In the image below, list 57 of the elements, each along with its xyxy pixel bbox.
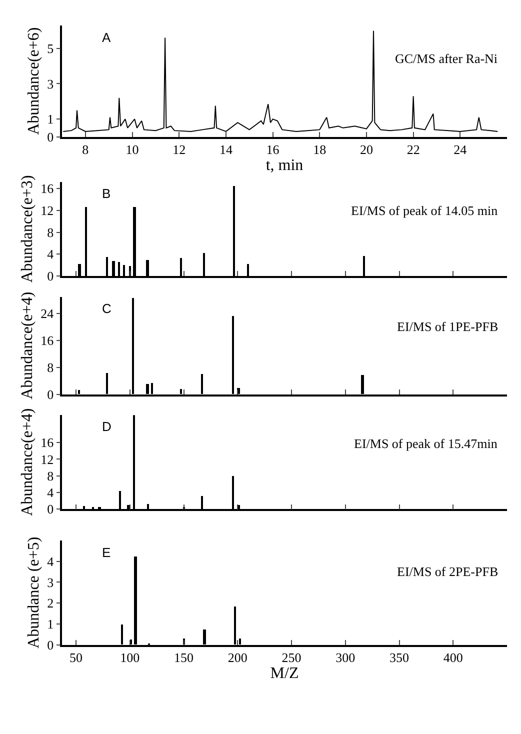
y-tick-label: 8 — [47, 468, 54, 484]
y-tick-label: 0 — [47, 637, 54, 652]
annotation: EI/MS of 1PE-PFB — [397, 319, 498, 334]
y-tick-label: 3 — [47, 574, 54, 590]
chart-title: E — [102, 545, 111, 560]
x-tick-label: 10 — [126, 142, 139, 158]
y-tick-label: 12 — [40, 202, 54, 218]
x-axis-title: t, min — [266, 157, 304, 174]
y-tick-label: 24 — [40, 306, 54, 322]
x-tick-label: 14 — [219, 142, 233, 158]
y-tick-label: 1 — [47, 112, 54, 127]
x-tick-label: 200 — [228, 650, 248, 666]
x-axis-title: M/Z — [270, 665, 299, 682]
x-tick-label: 22 — [406, 142, 420, 158]
chart-title: B — [102, 186, 111, 201]
x-tick-label: 16 — [266, 142, 280, 158]
x-tick-label: 18 — [313, 142, 326, 158]
y-tick-label: 2 — [47, 596, 54, 611]
x-tick-label: 12 — [172, 142, 186, 158]
chart-title: C — [102, 301, 112, 316]
y-tick-label: 3 — [47, 76, 54, 92]
annotation: EI/MS of peak of 14.05 min — [351, 203, 498, 218]
y-tick-label: 0 — [47, 386, 54, 402]
x-tick-label: 400 — [443, 650, 463, 666]
y-tick-label: 16 — [40, 435, 54, 450]
y-tick-label: 0 — [47, 129, 54, 144]
y-tick-label: 16 — [40, 333, 54, 348]
chart-title: D — [102, 419, 112, 434]
x-tick-label: 300 — [336, 650, 356, 666]
y-tick-label: 8 — [47, 224, 54, 240]
y-axis-title: Abundance (e+5) — [26, 536, 43, 648]
y-tick-label: 0 — [47, 502, 54, 517]
y-axis-title: Abundance(e+6) — [26, 27, 43, 135]
y-tick-label: 4 — [47, 485, 54, 500]
y-axis-title: Abundance(e+4) — [19, 408, 36, 516]
annotation: GC/MS after Ra-Ni — [395, 51, 498, 66]
y-tick-label: 1 — [47, 616, 54, 632]
annotation: EI/MS of peak of 15.47min — [354, 436, 498, 451]
y-tick-label: 16 — [40, 181, 54, 196]
x-tick-label: 20 — [360, 142, 373, 158]
x-tick-label: 100 — [120, 650, 140, 666]
x-tick-label: 150 — [174, 650, 194, 666]
y-axis-title: Abundance(e+4) — [19, 292, 36, 400]
y-tick-label: 4 — [47, 246, 54, 262]
x-tick-label: 250 — [282, 650, 302, 666]
y-tick-label: 12 — [40, 452, 54, 467]
chart-title: A — [102, 30, 111, 45]
x-tick-label: 50 — [70, 650, 83, 666]
y-tick-label: 0 — [47, 268, 54, 284]
x-tick-label: 350 — [390, 650, 409, 666]
y-axis-title: Abundance(e+3) — [19, 175, 36, 283]
y-tick-label: 5 — [47, 40, 54, 56]
y-tick-label: 4 — [47, 554, 54, 569]
y-tick-label: 8 — [47, 360, 54, 375]
x-tick-label: 8 — [82, 142, 89, 158]
x-tick-label: 24 — [454, 142, 468, 158]
annotation: EI/MS of 2PE-PFB — [397, 564, 498, 579]
